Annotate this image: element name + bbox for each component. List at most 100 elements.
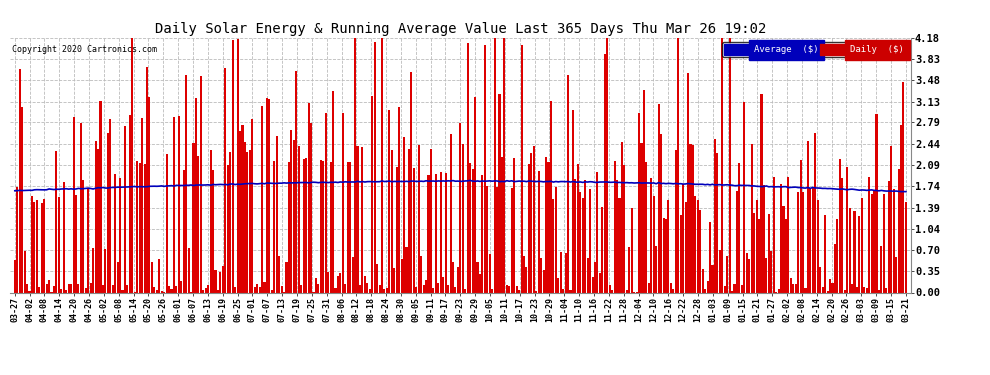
Bar: [667, 200, 669, 292]
Bar: [785, 219, 787, 292]
Bar: [905, 202, 907, 292]
Bar: [197, 156, 199, 292]
Bar: [418, 145, 420, 292]
Bar: [832, 284, 834, 292]
Bar: [132, 38, 134, 292]
Bar: [712, 265, 714, 292]
Bar: [139, 163, 141, 292]
Bar: [371, 96, 373, 292]
Bar: [596, 172, 599, 292]
Bar: [638, 113, 641, 292]
Bar: [868, 177, 870, 292]
Bar: [212, 170, 214, 292]
Bar: [554, 187, 556, 292]
Bar: [538, 171, 540, 292]
Bar: [719, 249, 721, 292]
Bar: [449, 135, 451, 292]
Bar: [672, 289, 674, 292]
Bar: [819, 267, 822, 292]
Bar: [885, 288, 887, 292]
Bar: [29, 291, 31, 292]
Bar: [479, 274, 481, 292]
Bar: [57, 196, 60, 292]
Bar: [185, 75, 187, 292]
Bar: [772, 177, 775, 292]
Bar: [447, 285, 449, 292]
Bar: [865, 288, 868, 292]
Bar: [878, 290, 880, 292]
Bar: [403, 137, 405, 292]
Bar: [34, 202, 36, 292]
Bar: [697, 201, 699, 292]
Bar: [812, 187, 814, 292]
Bar: [359, 285, 361, 292]
Bar: [127, 285, 129, 292]
Bar: [253, 287, 255, 292]
Bar: [660, 134, 662, 292]
Bar: [513, 158, 515, 292]
Bar: [248, 150, 250, 292]
Bar: [584, 180, 586, 292]
Bar: [574, 179, 576, 292]
Bar: [817, 200, 819, 292]
Text: Copyright 2020 Cartronics.com: Copyright 2020 Cartronics.com: [12, 45, 156, 54]
Bar: [234, 287, 237, 292]
Bar: [36, 200, 38, 292]
Bar: [587, 258, 589, 292]
Bar: [702, 269, 704, 292]
Bar: [401, 259, 403, 292]
Bar: [792, 285, 794, 292]
Bar: [180, 281, 182, 292]
Bar: [647, 283, 649, 292]
Bar: [898, 169, 900, 292]
Bar: [308, 103, 310, 292]
Bar: [258, 287, 260, 292]
Bar: [406, 247, 408, 292]
Bar: [290, 130, 292, 292]
Bar: [200, 76, 202, 292]
Bar: [72, 117, 74, 292]
Bar: [780, 183, 782, 292]
Bar: [528, 164, 530, 292]
Bar: [39, 287, 41, 292]
Bar: [46, 284, 48, 292]
Bar: [689, 144, 691, 292]
Bar: [579, 192, 581, 292]
Bar: [827, 291, 829, 292]
Bar: [150, 262, 152, 292]
Bar: [268, 99, 270, 292]
Bar: [611, 290, 613, 292]
Bar: [175, 286, 177, 292]
Bar: [247, 152, 248, 292]
Bar: [340, 273, 342, 292]
Bar: [124, 126, 126, 292]
Bar: [501, 158, 503, 292]
Bar: [895, 257, 897, 292]
Bar: [87, 188, 89, 292]
Bar: [851, 284, 853, 292]
Bar: [141, 118, 144, 292]
Bar: [543, 270, 545, 292]
Bar: [824, 215, 827, 292]
Bar: [80, 123, 82, 292]
Bar: [195, 98, 197, 292]
Bar: [210, 150, 212, 292]
Bar: [680, 215, 682, 292]
Bar: [604, 54, 606, 292]
Bar: [381, 38, 383, 292]
Bar: [496, 187, 498, 292]
Bar: [822, 287, 824, 292]
Bar: [657, 104, 659, 292]
Bar: [464, 289, 466, 292]
Bar: [842, 178, 843, 292]
Bar: [736, 190, 738, 292]
Bar: [729, 38, 731, 292]
Bar: [631, 208, 633, 292]
Bar: [890, 146, 892, 292]
Bar: [506, 285, 508, 292]
Bar: [14, 260, 16, 292]
Bar: [709, 222, 711, 292]
Bar: [170, 290, 172, 292]
Bar: [178, 116, 180, 292]
Bar: [119, 178, 121, 292]
